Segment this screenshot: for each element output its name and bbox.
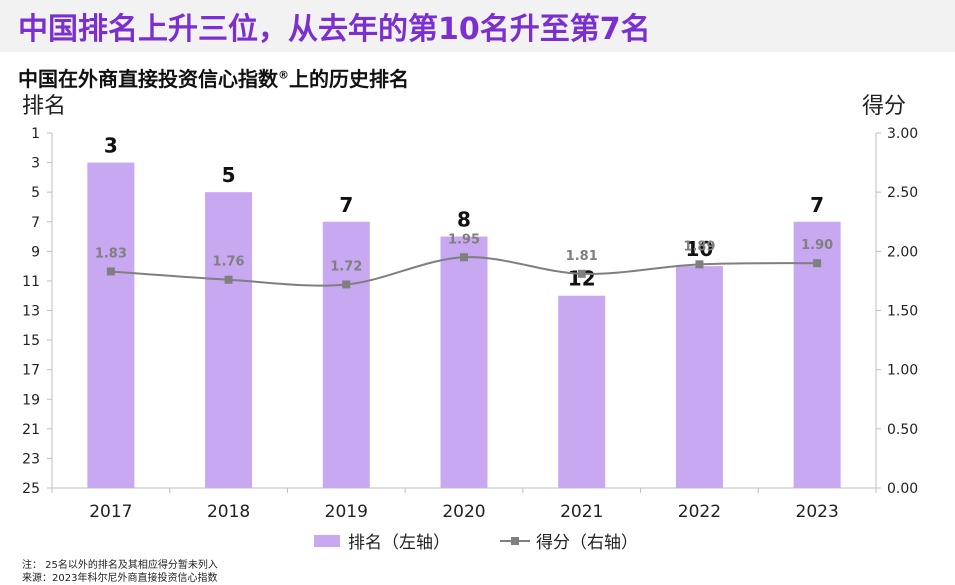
score-point-label: 1.76: [213, 255, 245, 270]
left-tick-label: 15: [22, 333, 40, 349]
registered-mark: ®: [278, 68, 289, 82]
legend-line-label: 得分（右轴）: [536, 533, 638, 553]
left-tick-label: 19: [22, 392, 40, 408]
score-point: [342, 280, 351, 289]
rank-bar: [440, 236, 488, 488]
left-tick-label: 5: [31, 185, 40, 201]
left-tick-label: 23: [22, 451, 40, 467]
rank-bar-label: 3: [104, 134, 118, 158]
rank-bar-label: 7: [339, 193, 353, 217]
x-tick-label: 2022: [678, 502, 721, 522]
right-tick-label: 1.00: [887, 363, 918, 379]
right-axis-title: 得分: [862, 94, 907, 119]
score-point: [224, 275, 233, 284]
headline: 中国排名上升三位，从去年的第10名升至第7名: [18, 12, 651, 47]
footnote-note: 注： 25名以外的排名及其相应得分暂未列入: [22, 560, 218, 571]
right-tick-label: 0.00: [887, 481, 918, 497]
legend-bar-label: 排名（左轴）: [348, 533, 450, 553]
footnote-source: 来源：2023年科尔尼外商直接投资信心指数: [22, 573, 218, 584]
rank-bar: [87, 162, 135, 489]
subtitle-suffix: 上的历史排名: [289, 67, 409, 91]
subtitle-text: 中国在外商直接投资信心指数: [18, 67, 278, 91]
rank-bar: [675, 266, 723, 488]
x-tick-label: 2017: [89, 502, 132, 522]
score-point: [460, 253, 468, 262]
right-tick-label: 1.50: [887, 304, 918, 320]
right-tick-label: 0.50: [887, 422, 918, 438]
rank-bar: [322, 221, 370, 488]
score-point-label: 1.95: [448, 232, 480, 247]
right-tick-label: 2.00: [887, 244, 918, 260]
left-tick-label: 13: [22, 304, 40, 320]
legend-bar-swatch: [314, 534, 340, 547]
left-tick-label: 11: [22, 274, 40, 290]
score-point: [577, 269, 586, 278]
left-tick-label: 9: [31, 244, 40, 260]
rank-bar-label: 7: [810, 193, 824, 217]
score-point-label: 1.90: [801, 238, 833, 253]
left-tick-label: 7: [31, 215, 40, 231]
headline-band: [0, 0, 955, 52]
x-tick-label: 2021: [560, 502, 603, 522]
x-tick-label: 2019: [325, 502, 368, 522]
rank-bar-label: 8: [457, 208, 471, 232]
left-tick-label: 3: [31, 156, 40, 172]
right-tick-label: 3.00: [887, 126, 918, 142]
rank-bar: [205, 192, 253, 488]
rank-bar-label: 10: [686, 237, 714, 261]
left-tick-label: 1: [31, 126, 40, 142]
x-tick-label: 2018: [207, 502, 250, 522]
right-tick-label: 2.50: [887, 185, 918, 201]
left-tick-label: 17: [22, 363, 40, 379]
score-point-label: 1.72: [330, 259, 362, 274]
score-point: [106, 267, 115, 276]
left-axis-title: 排名: [22, 94, 67, 119]
legend-line-swatch: [500, 535, 530, 547]
rank-bar-label: 5: [222, 163, 236, 187]
chart-legend: 排名（左轴） 得分（右轴）: [314, 528, 638, 553]
left-tick-label: 21: [22, 422, 40, 438]
left-tick-label: 25: [22, 481, 40, 497]
x-tick-label: 2023: [796, 502, 839, 522]
score-point: [695, 260, 704, 269]
rank-bar: [558, 295, 606, 488]
score-point-label: 1.89: [683, 239, 715, 254]
chart-subtitle: 中国在外商直接投资信心指数®上的历史排名: [18, 63, 409, 92]
score-point-label: 1.81: [566, 249, 598, 264]
score-point-label: 1.83: [95, 246, 127, 261]
score-point: [813, 259, 822, 268]
x-tick-label: 2020: [442, 502, 485, 522]
